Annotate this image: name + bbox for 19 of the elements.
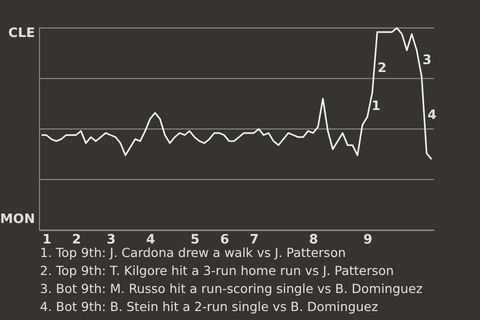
x-tick-label: 2 [72, 232, 82, 248]
annotation: 4 [427, 108, 437, 123]
x-tick-label: 8 [309, 232, 318, 248]
x-tick-label: 6 [220, 232, 230, 248]
annotation: 1 [371, 99, 381, 114]
x-tick-label: 5 [190, 232, 200, 248]
x-tick-label: 1 [42, 232, 52, 248]
x-tick-label: 4 [146, 232, 156, 248]
x-tick-label: 3 [106, 232, 116, 248]
text: MON [0, 212, 35, 227]
text: 1. Top 9th: J. Cardona drew a walk vs J. Patterson [40, 245, 346, 260]
annotation: 3 [422, 53, 432, 68]
text: 3. Bot 9th: M. Russo hit a run-scoring single vs B. Dominguez [40, 281, 424, 296]
x-tick-label: 7 [250, 232, 259, 248]
annotation: 2 [377, 61, 387, 76]
text: 4. Bot 9th: B. Stein hit a 2-run single vs B. Dominguez [40, 299, 378, 314]
text: CLE [8, 26, 35, 41]
text: 2. Top 9th: T. Kilgore hit a 3-run home run vs J. Patterson [40, 263, 394, 278]
x-tick-label: 9 [363, 232, 372, 248]
